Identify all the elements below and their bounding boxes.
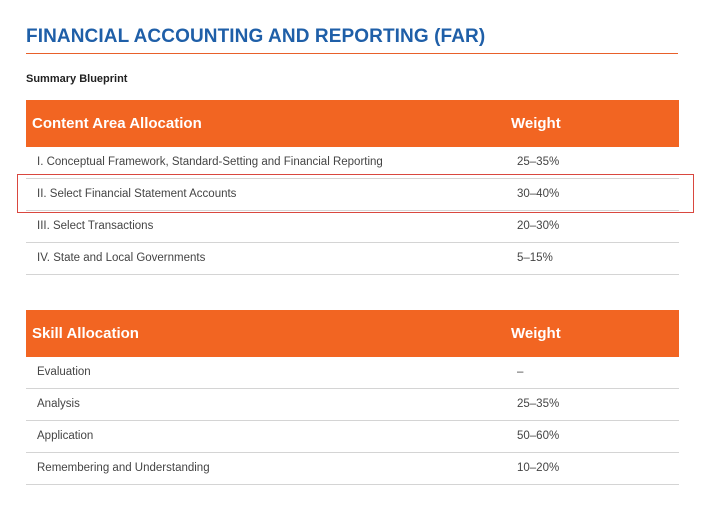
page-title: FINANCIAL ACCOUNTING AND REPORTING (FAR): [26, 26, 486, 47]
weight-cell: 5–15%: [517, 252, 553, 264]
skill-allocation-table: Skill Allocation Weight Evaluation – Ana…: [26, 310, 679, 485]
skill-cell: Evaluation: [37, 366, 91, 378]
table-row: III. Select Transactions 20–30%: [26, 211, 679, 243]
header-content-area: Content Area Allocation: [32, 115, 202, 132]
table-row: I. Conceptual Framework, Standard-Settin…: [26, 147, 679, 179]
weight-cell: 10–20%: [517, 462, 560, 474]
header-weight: Weight: [511, 115, 561, 132]
skill-cell: Application: [37, 430, 94, 442]
content-table-header: Content Area Allocation Weight: [26, 100, 679, 147]
weight-cell: 25–35%: [517, 398, 560, 410]
table-row: Remembering and Understanding 10–20%: [26, 453, 679, 485]
table-row: Analysis 25–35%: [26, 389, 679, 421]
section-subtitle: Summary Blueprint: [26, 73, 128, 85]
skill-cell: Remembering and Understanding: [37, 462, 210, 474]
table-row: Evaluation –: [26, 357, 679, 389]
content-area-cell: I. Conceptual Framework, Standard-Settin…: [37, 156, 383, 168]
skill-cell: Analysis: [37, 398, 80, 410]
weight-cell: 25–35%: [517, 156, 560, 168]
weight-cell: 30–40%: [517, 188, 560, 200]
table-row: II. Select Financial Statement Accounts …: [26, 179, 679, 211]
skill-table-header: Skill Allocation Weight: [26, 310, 679, 357]
weight-cell: –: [517, 366, 524, 378]
header-weight: Weight: [511, 325, 561, 342]
content-area-table: Content Area Allocation Weight I. Concep…: [26, 100, 679, 275]
weight-cell: 50–60%: [517, 430, 560, 442]
highlight-box: [17, 174, 694, 213]
header-skill-allocation: Skill Allocation: [32, 325, 139, 342]
table-row: IV. State and Local Governments 5–15%: [26, 243, 679, 275]
content-area-cell: II. Select Financial Statement Accounts: [37, 188, 237, 200]
content-area-cell: III. Select Transactions: [37, 220, 154, 232]
content-area-cell: IV. State and Local Governments: [37, 252, 206, 264]
weight-cell: 20–30%: [517, 220, 560, 232]
table-row: Application 50–60%: [26, 421, 679, 453]
title-divider: [26, 53, 678, 54]
